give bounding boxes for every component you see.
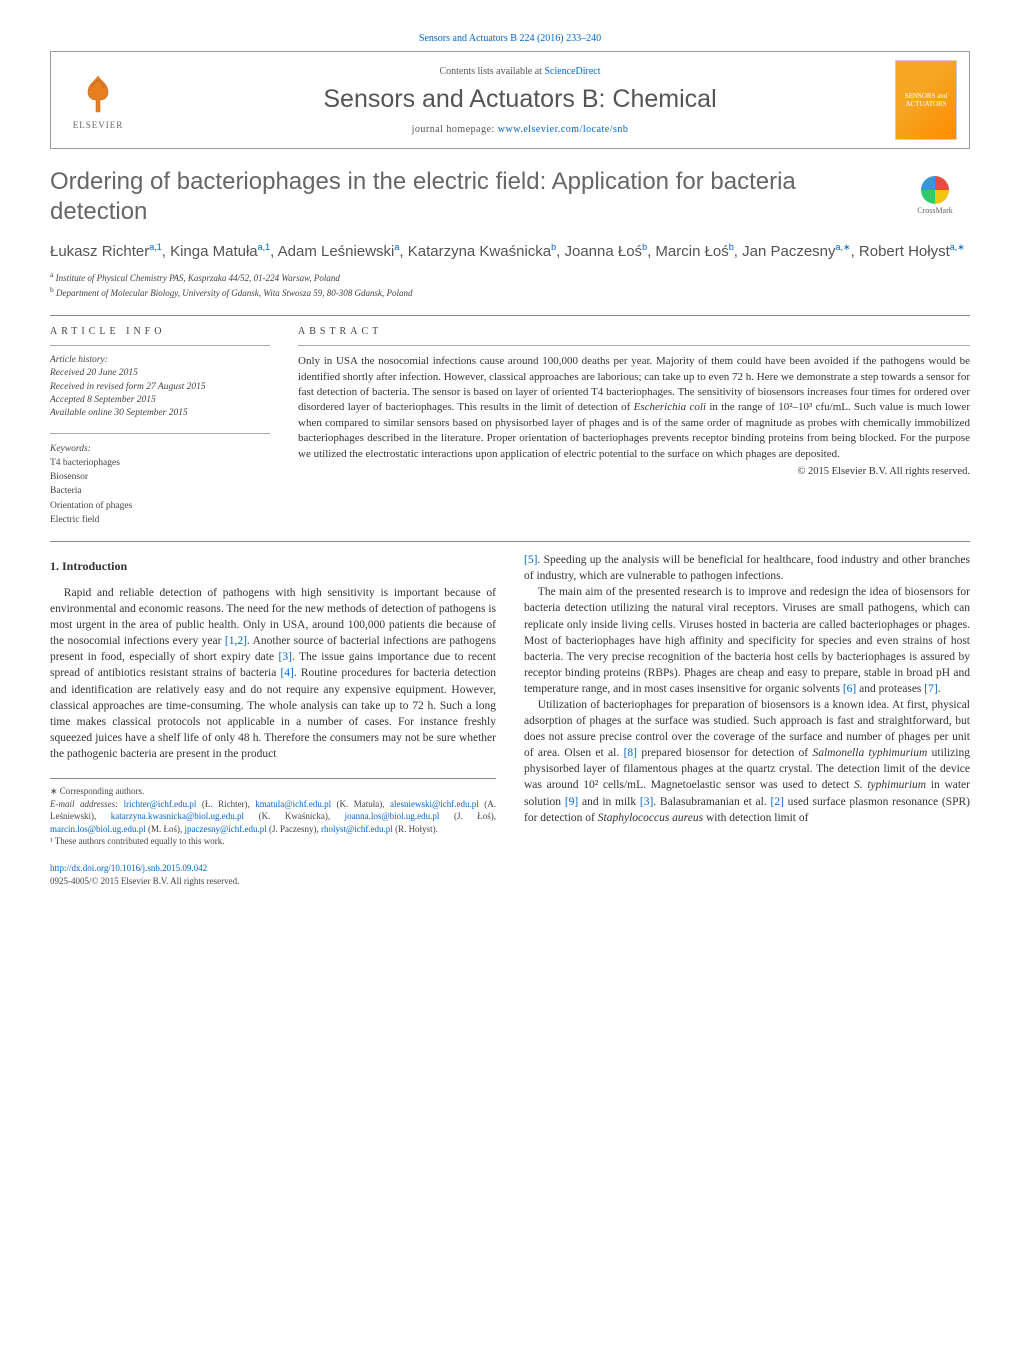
keyword: Orientation of phages — [50, 499, 270, 513]
info-rule — [50, 433, 270, 434]
online-date: Available online 30 September 2015 — [50, 407, 270, 420]
keyword: Electric field — [50, 513, 270, 527]
info-abstract-row: ARTICLE INFO Article history: Received 2… — [50, 326, 970, 527]
homepage-link[interactable]: www.elsevier.com/locate/snb — [498, 124, 629, 135]
elsevier-tree-icon — [74, 70, 122, 118]
keywords-label: Keywords: — [50, 442, 270, 456]
journal-header-box: ELSEVIER Contents lists available at Sci… — [50, 51, 970, 149]
equal-contribution-note: ¹ These authors contributed equally to t… — [50, 835, 496, 848]
abstract-copyright: © 2015 Elsevier B.V. All rights reserved… — [298, 466, 970, 477]
article-body: 1. Introduction Rapid and reliable detec… — [50, 552, 970, 848]
divider-rule — [50, 541, 970, 542]
authors-list: Łukasz Richtera,1, Kinga Matułaa,1, Adam… — [50, 241, 970, 262]
homepage-line: journal homepage: www.elsevier.com/locat… — [145, 124, 895, 135]
abstract-rule — [298, 345, 970, 346]
elsevier-logo[interactable]: ELSEVIER — [63, 65, 133, 135]
doi-link[interactable]: http://dx.doi.org/10.1016/j.snb.2015.09.… — [50, 863, 207, 873]
journal-cover-thumbnail[interactable]: SENSORS and ACTUATORS — [895, 60, 957, 140]
received-date: Received 20 June 2015 — [50, 367, 270, 380]
footnotes-block: ∗ Corresponding authors. E-mail addresse… — [50, 778, 496, 848]
corresponding-note: ∗ Corresponding authors. — [50, 785, 496, 798]
body-paragraph: Rapid and reliable detection of pathogen… — [50, 585, 496, 762]
keywords-block: Keywords: T4 bacteriophages Biosensor Ba… — [50, 442, 270, 528]
accepted-date: Accepted 8 September 2015 — [50, 394, 270, 407]
article-info-heading: ARTICLE INFO — [50, 326, 270, 337]
divider-rule — [50, 315, 970, 316]
keyword: Biosensor — [50, 470, 270, 484]
publisher-name: ELSEVIER — [73, 120, 124, 130]
journal-citation-header: Sensors and Actuators B 224 (2016) 233–2… — [50, 30, 970, 45]
introduction-heading: 1. Introduction — [50, 558, 496, 575]
revised-date: Received in revised form 27 August 2015 — [50, 381, 270, 394]
sciencedirect-link[interactable]: ScienceDirect — [544, 66, 600, 77]
issn-copyright: 0925-4005/© 2015 Elsevier B.V. All right… — [50, 876, 239, 886]
journal-citation[interactable]: Sensors and Actuators B 224 (2016) 233–2… — [419, 33, 601, 44]
affiliations: a Institute of Physical Chemistry PAS, K… — [50, 270, 970, 299]
journal-title: Sensors and Actuators B: Chemical — [145, 85, 895, 114]
homepage-prefix: journal homepage: — [412, 124, 498, 135]
body-paragraph: The main aim of the presented research i… — [524, 584, 970, 697]
contents-available-line: Contents lists available at ScienceDirec… — [145, 66, 895, 77]
affiliation-a: Institute of Physical Chemistry PAS, Kas… — [56, 273, 340, 283]
affiliation-b: Department of Molecular Biology, Univers… — [56, 288, 412, 298]
crossmark-label: CrossMark — [917, 206, 953, 215]
keyword: T4 bacteriophages — [50, 456, 270, 470]
abstract-text: Only in USA the nosocomial infections ca… — [298, 354, 970, 462]
history-label: Article history: — [50, 354, 270, 367]
email-addresses: E-mail addresses: lrichter@ichf.edu.pl (… — [50, 798, 496, 836]
abstract-heading: ABSTRACT — [298, 326, 970, 337]
article-header: CrossMark Ordering of bacteriophages in … — [50, 167, 970, 299]
body-paragraph: [5]. Speeding up the analysis will be be… — [524, 552, 970, 584]
contents-prefix: Contents lists available at — [439, 66, 544, 77]
article-title: Ordering of bacteriophages in the electr… — [50, 167, 970, 227]
body-paragraph: Utilization of bacteriophages for prepar… — [524, 697, 970, 826]
article-history: Article history: Received 20 June 2015 R… — [50, 354, 270, 420]
header-center: Contents lists available at ScienceDirec… — [145, 66, 895, 135]
crossmark-badge[interactable]: CrossMark — [900, 173, 970, 217]
keyword: Bacteria — [50, 484, 270, 498]
cover-label: SENSORS and ACTUATORS — [900, 92, 952, 108]
doi-block: http://dx.doi.org/10.1016/j.snb.2015.09.… — [50, 862, 970, 887]
article-info-column: ARTICLE INFO Article history: Received 2… — [50, 326, 270, 527]
crossmark-icon — [921, 176, 949, 204]
info-rule — [50, 345, 270, 346]
abstract-column: ABSTRACT Only in USA the nosocomial infe… — [298, 326, 970, 527]
